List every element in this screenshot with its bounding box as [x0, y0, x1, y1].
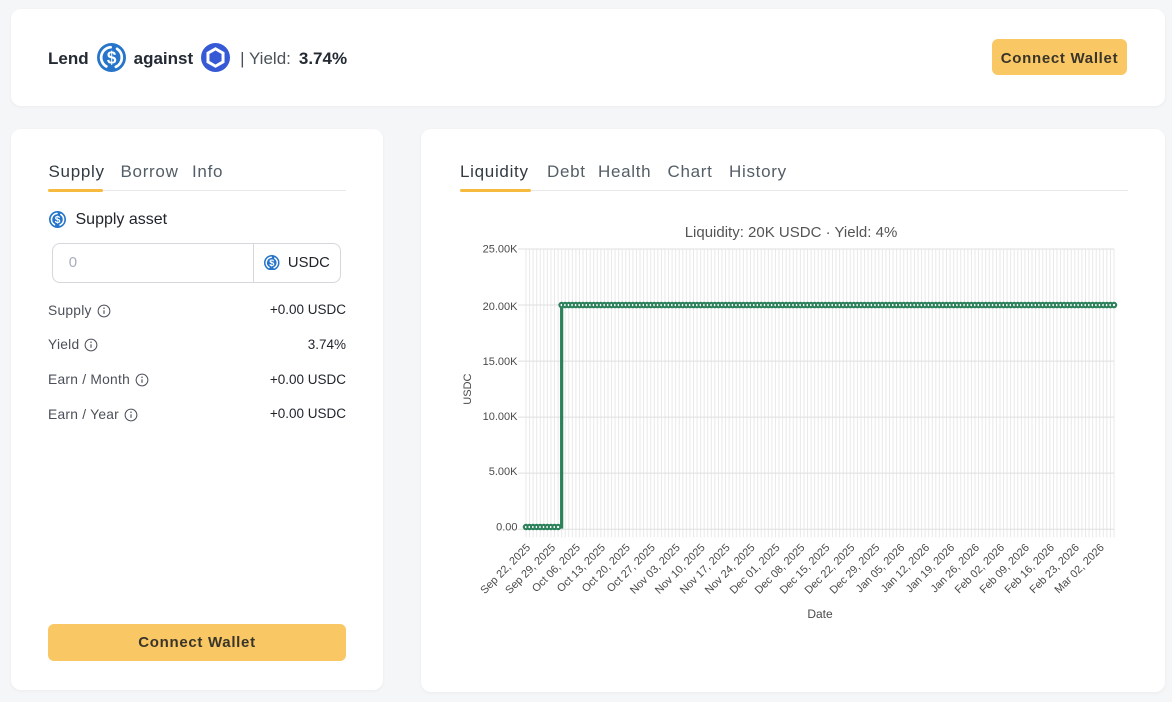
svg-text:$: $: [54, 215, 60, 226]
svg-text:25.00K: 25.00K: [483, 244, 519, 256]
svg-text:USDC: USDC: [462, 373, 474, 404]
svg-text:$: $: [107, 47, 117, 67]
svg-text:15.00K: 15.00K: [483, 356, 519, 368]
svg-text:20.00K: 20.00K: [483, 301, 519, 313]
svg-text:0.00: 0.00: [496, 521, 517, 533]
svg-text:$: $: [270, 258, 275, 268]
svg-text:Date: Date: [807, 607, 833, 621]
svg-text:10.00K: 10.00K: [483, 411, 519, 423]
svg-text:Liquidity: 20K USDC · Yield: 4: Liquidity: 20K USDC · Yield: 4%: [685, 224, 898, 241]
svg-text:5.00K: 5.00K: [489, 466, 518, 478]
